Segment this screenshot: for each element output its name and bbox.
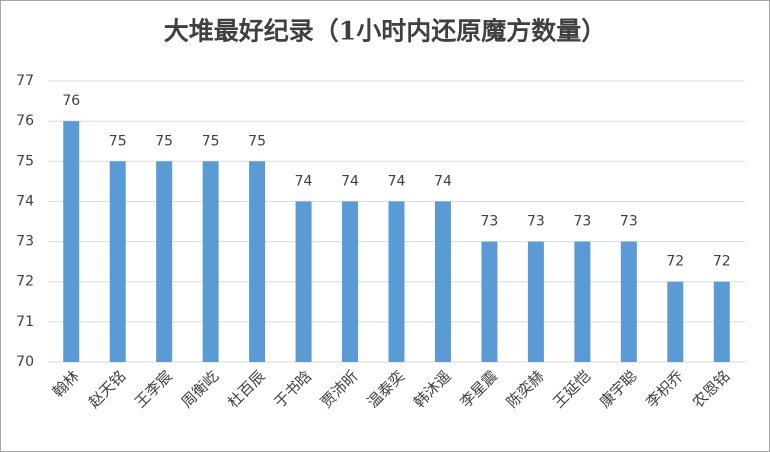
data-label: 75 [202,133,220,149]
data-label: 74 [388,173,406,189]
data-label: 75 [155,133,173,149]
bar [249,161,266,362]
bar [63,121,80,363]
bar [667,281,684,362]
bar [713,281,730,362]
y-tick-label: 73 [16,234,34,250]
bar [295,201,312,362]
y-tick-label: 70 [16,354,34,370]
data-label: 75 [109,133,127,149]
data-label: 74 [341,173,359,189]
bar [156,161,173,362]
bar [342,201,359,362]
data-label: 75 [248,133,266,149]
data-label: 73 [481,214,499,230]
bar [434,201,451,362]
bar [109,161,126,362]
data-label: 73 [527,214,545,230]
y-tick-label: 77 [16,73,34,89]
bar [481,241,498,362]
data-label: 74 [295,173,313,189]
data-label: 72 [713,254,731,270]
bar [527,241,544,362]
y-tick-label: 71 [16,314,34,330]
y-tick-label: 75 [16,153,34,169]
chart-title: 大堆最好纪录（1小时内还原魔方数量） [164,17,606,46]
data-label: 73 [573,214,591,230]
bar [202,161,219,362]
y-tick-label: 72 [16,274,34,290]
data-label: 73 [620,214,638,230]
y-tick-label: 76 [16,113,34,129]
data-label: 76 [62,93,80,109]
data-label: 74 [434,173,452,189]
data-label: 72 [666,254,684,270]
bar [620,241,637,362]
bar [388,201,405,362]
y-tick-label: 74 [16,193,34,209]
bar [574,241,591,362]
